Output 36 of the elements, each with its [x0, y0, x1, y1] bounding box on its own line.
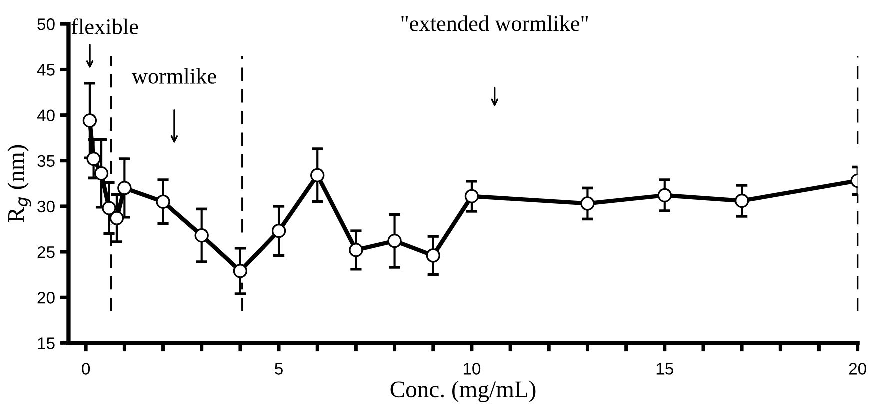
y-tick-label: 35 — [38, 155, 55, 168]
y-tick-label: 50 — [38, 18, 55, 30]
point — [110, 211, 124, 226]
y-tick-label: 30 — [38, 200, 55, 213]
point — [156, 194, 170, 209]
annotation: flexible — [72, 18, 138, 34]
point — [464, 189, 480, 204]
annotation: "extended wormlike" — [402, 16, 588, 32]
x-tick-label: 0 — [82, 363, 90, 375]
y-tick-label: 45 — [37, 64, 55, 76]
annotation: wormlike — [132, 68, 216, 84]
point — [734, 194, 750, 208]
point — [102, 201, 116, 216]
point — [580, 196, 595, 211]
point — [194, 228, 209, 243]
y-axis-title: R$_{g}$ (nm) — [8, 145, 32, 223]
point — [310, 168, 325, 183]
point — [118, 181, 132, 196]
point — [426, 248, 440, 263]
point — [233, 264, 248, 278]
point — [388, 234, 402, 248]
x-tick-label: 20 — [849, 363, 866, 375]
point — [94, 166, 109, 181]
x-axis-title: Conc. (mg/mL) — [390, 380, 536, 402]
x-tick-label: 15 — [656, 363, 674, 375]
y-tick-label: 20 — [38, 292, 55, 304]
y-tick-label: 25 — [38, 246, 55, 258]
point — [349, 243, 364, 258]
y-tick-label: 15 — [38, 338, 55, 350]
point — [272, 224, 286, 238]
point — [658, 188, 672, 203]
x-tick-label: 10 — [464, 363, 481, 375]
point — [82, 114, 98, 128]
y-tick-label: 40 — [37, 110, 55, 122]
point — [86, 152, 101, 166]
x-tick-label: 5 — [275, 363, 283, 375]
